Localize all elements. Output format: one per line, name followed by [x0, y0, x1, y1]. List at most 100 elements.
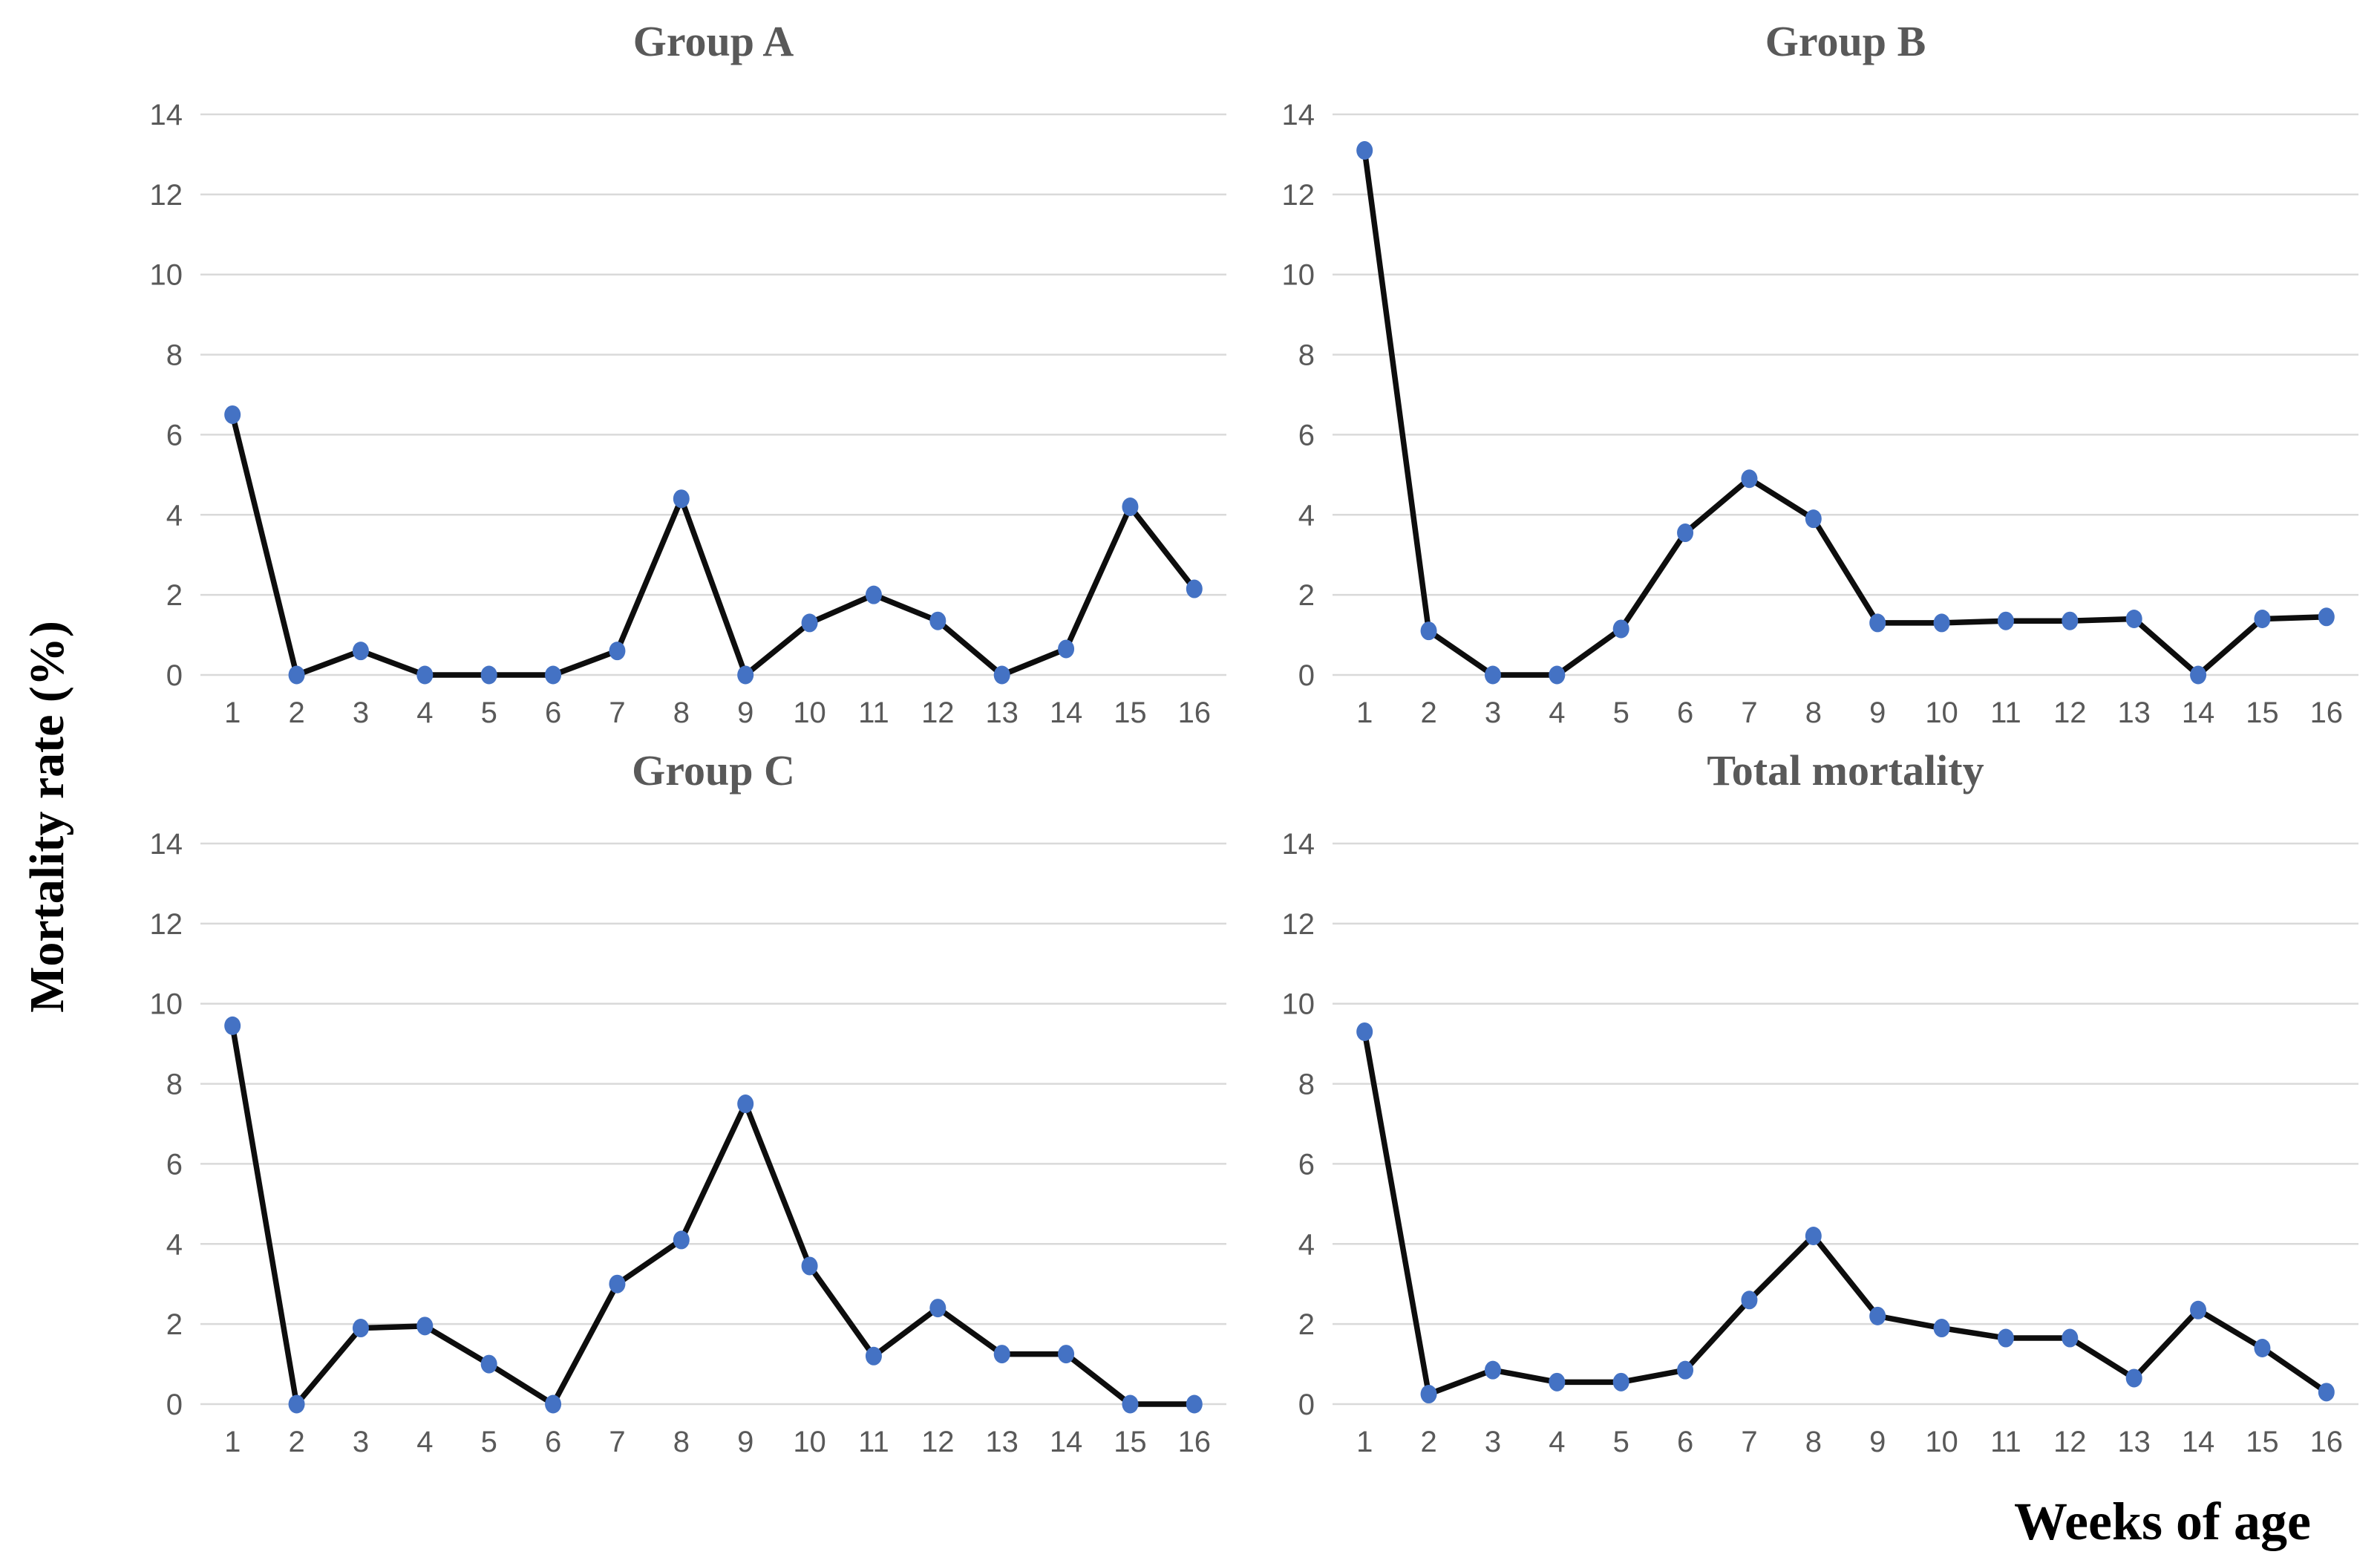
x-tick-label: 7 [609, 1426, 625, 1458]
x-tick-label: 14 [2182, 1426, 2215, 1458]
data-point [2318, 1383, 2335, 1402]
x-tick-label: 3 [1485, 1426, 1501, 1458]
x-tick-label: 6 [1677, 1426, 1693, 1458]
data-point [1186, 579, 1203, 598]
x-tick-label: 7 [1741, 1426, 1757, 1458]
data-point [224, 1016, 241, 1035]
y-tick-label: 12 [1282, 179, 1315, 212]
x-tick-label: 9 [1869, 1426, 1886, 1458]
data-point [801, 613, 818, 633]
y-tick-label: 14 [150, 99, 183, 131]
data-point [416, 1317, 434, 1336]
series-line [229, 411, 1197, 678]
data-point [545, 665, 562, 685]
data-point [673, 489, 690, 509]
data-point [2254, 1339, 2271, 1357]
data-point [2190, 1300, 2207, 1319]
data-point [545, 1394, 562, 1414]
y-tick-label: 10 [150, 988, 183, 1021]
x-tick-label: 8 [673, 1426, 690, 1458]
y-tick-label: 2 [166, 1308, 183, 1341]
data-point [1122, 497, 1139, 516]
y-tick-label: 8 [166, 1069, 183, 1101]
data-point [1549, 665, 1566, 685]
data-point [416, 665, 434, 685]
data-point [1933, 1319, 1950, 1338]
y-tick-label: 10 [150, 259, 183, 292]
y-axis-label: Mortality rate (%) [20, 621, 74, 1013]
x-tick-label: 2 [1420, 1426, 1436, 1458]
x-tick-label: 10 [1925, 1426, 1958, 1458]
data-point [2190, 665, 2207, 685]
y-tick-label: 14 [1282, 99, 1315, 131]
y-tick-label: 6 [166, 1148, 183, 1181]
data-point [352, 642, 369, 661]
data-point [1997, 1328, 2014, 1348]
x-tick-label: 13 [985, 1426, 1019, 1458]
y-tick-label: 2 [166, 579, 183, 612]
x-tick-label: 14 [1050, 1426, 1083, 1458]
y-tick-label: 6 [1298, 1148, 1315, 1181]
chart-title-group-c: Group C [632, 746, 795, 795]
x-tick-label: 9 [737, 696, 753, 729]
x-tick-label: 4 [1549, 1426, 1565, 1458]
data-point [1741, 469, 1758, 489]
x-tick-label: 11 [858, 1426, 889, 1458]
x-tick-label: 1 [224, 696, 241, 729]
x-axis-label: Weeks of age [2014, 1492, 2311, 1551]
x-tick-label: 12 [921, 696, 955, 729]
data-point [1741, 1291, 1758, 1310]
y-tick-label: 0 [166, 659, 183, 692]
x-tick-label: 12 [2053, 696, 2087, 729]
y-tick-label: 4 [166, 499, 183, 532]
data-point [1058, 1345, 1075, 1364]
data-point [1122, 1394, 1139, 1414]
data-point [2318, 607, 2335, 627]
series-line [229, 1022, 1197, 1407]
data-point [1677, 523, 1694, 543]
x-tick-label: 12 [2053, 1426, 2087, 1458]
y-tick-label: 0 [1298, 659, 1315, 692]
y-tick-label: 14 [150, 828, 183, 861]
x-tick-label: 13 [2117, 696, 2151, 729]
x-tick-label: 6 [545, 1426, 561, 1458]
x-tick-label: 1 [1356, 696, 1373, 729]
x-tick-label: 14 [1050, 696, 1083, 729]
data-point [288, 1394, 305, 1414]
x-tick-label: 6 [1677, 696, 1693, 729]
y-tick-label: 4 [1298, 499, 1315, 532]
data-point [929, 1299, 947, 1318]
data-point [2062, 1328, 2079, 1348]
data-point [480, 1354, 497, 1374]
data-point [1612, 619, 1629, 639]
x-tick-label: 1 [1356, 1426, 1373, 1458]
data-point [2125, 1368, 2142, 1388]
x-tick-label: 16 [2310, 1426, 2344, 1458]
x-tick-label: 5 [1613, 1426, 1629, 1458]
y-tick-label: 12 [150, 908, 183, 941]
data-point [1484, 665, 1501, 685]
data-point [929, 611, 947, 630]
data-point [1805, 509, 1822, 529]
y-tick-label: 6 [1298, 419, 1315, 451]
y-tick-label: 10 [1282, 259, 1315, 292]
y-tick-label: 12 [150, 179, 183, 212]
y-tick-label: 14 [1282, 828, 1315, 861]
x-tick-label: 7 [1741, 696, 1757, 729]
x-tick-label: 5 [481, 696, 497, 729]
data-point [1933, 613, 1950, 633]
x-tick-label: 11 [1990, 696, 2021, 729]
data-point [1356, 1022, 1373, 1041]
data-point [801, 1256, 818, 1276]
data-point [1612, 1372, 1629, 1392]
x-tick-label: 4 [416, 1426, 433, 1458]
data-point [2125, 610, 2142, 628]
x-tick-label: 6 [545, 696, 561, 729]
y-tick-label: 4 [1298, 1228, 1315, 1261]
x-tick-label: 15 [1114, 696, 1147, 729]
x-tick-label: 11 [858, 696, 889, 729]
x-tick-label: 5 [1613, 696, 1629, 729]
